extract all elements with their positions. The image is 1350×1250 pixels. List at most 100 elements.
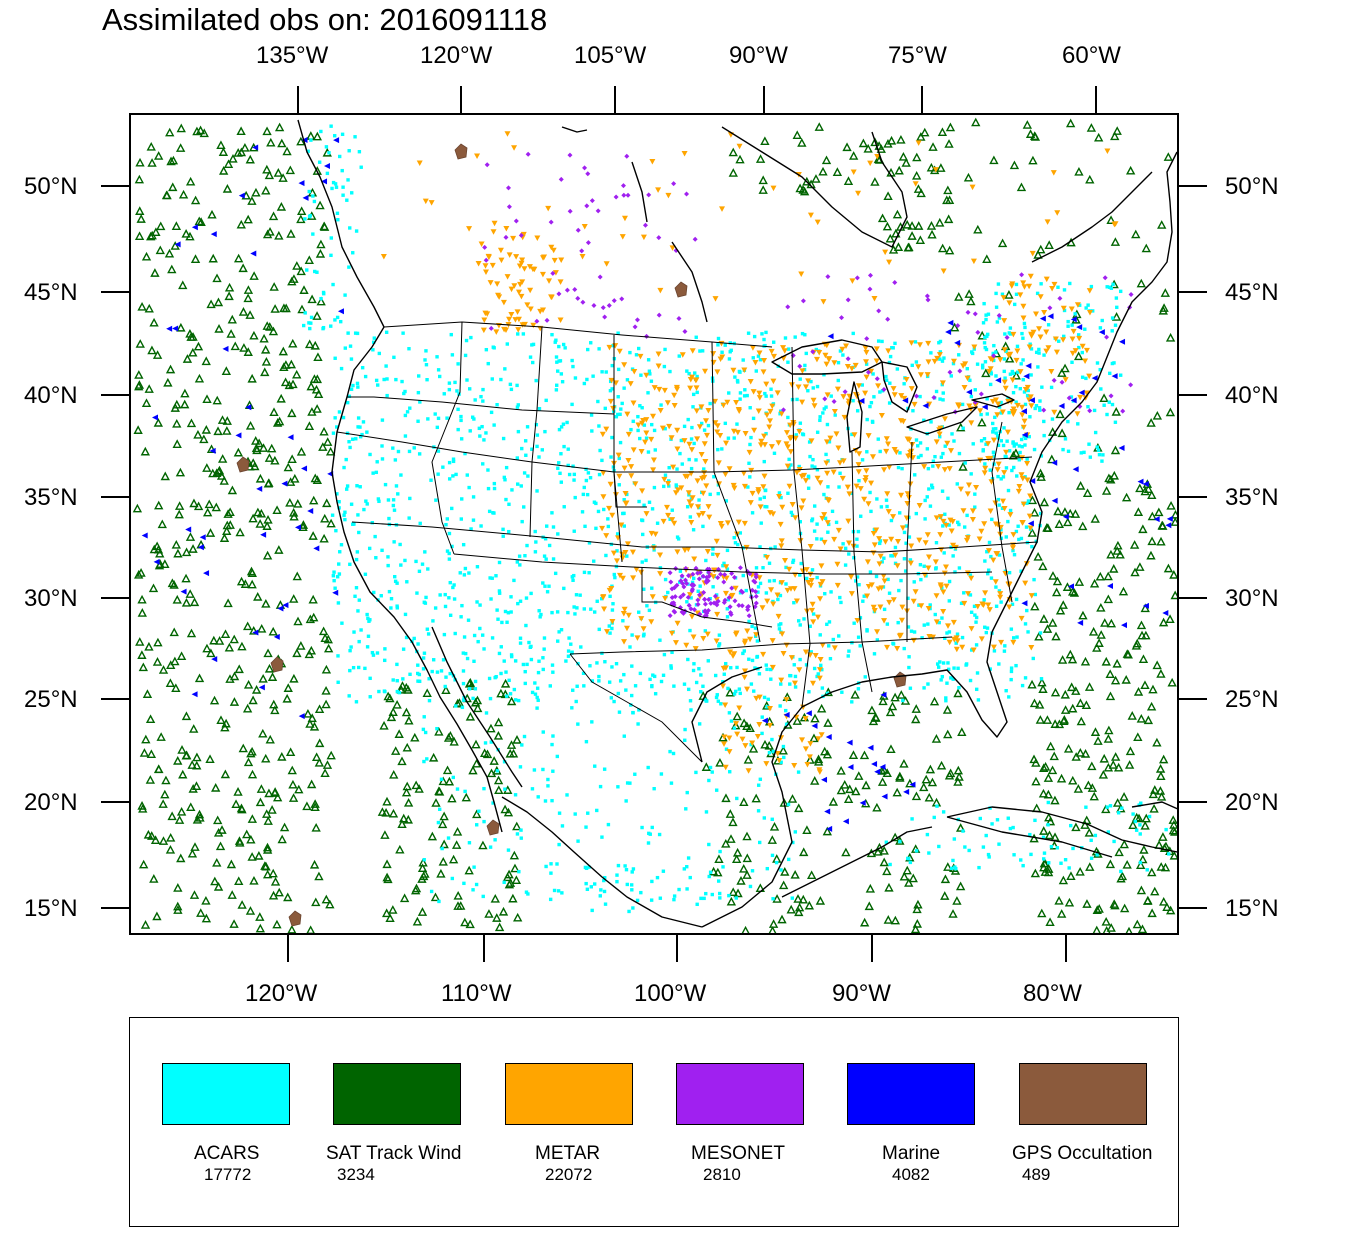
- acars-marker: [342, 513, 346, 517]
- acars-marker: [550, 610, 554, 615]
- metar-marker: [512, 317, 519, 323]
- metar-marker: [791, 680, 798, 687]
- acars-marker: [985, 550, 989, 554]
- acars-marker: [521, 662, 526, 667]
- metar-marker: [1062, 377, 1069, 383]
- acars-marker: [563, 346, 567, 350]
- acars-marker: [714, 788, 719, 792]
- sat-track-wind-marker: [154, 500, 164, 510]
- sat-track-wind-marker: [865, 883, 876, 893]
- mesonet-marker: [642, 222, 648, 228]
- sat-track-wind-marker: [1119, 792, 1129, 801]
- acars-marker: [1131, 812, 1135, 816]
- sat-track-wind-marker: [1084, 827, 1094, 837]
- acars-marker: [551, 769, 555, 773]
- acars-marker: [1095, 361, 1100, 365]
- acars-marker: [444, 675, 448, 679]
- acars-marker: [1083, 327, 1087, 331]
- acars-marker: [424, 363, 429, 367]
- acars-marker: [756, 809, 761, 813]
- metar-marker: [938, 584, 945, 590]
- acars-marker: [1037, 347, 1041, 352]
- gps-occultation-marker: [674, 281, 688, 298]
- marine-marker: [859, 799, 866, 806]
- metar-marker: [482, 269, 489, 275]
- acars-marker: [452, 597, 457, 601]
- marine-marker: [209, 447, 216, 454]
- acars-marker: [1057, 339, 1061, 343]
- sat-track-wind-marker: [769, 821, 780, 831]
- sat-track-wind-marker: [312, 131, 323, 141]
- sat-track-wind-marker: [1156, 791, 1167, 801]
- mesonet-marker: [702, 601, 708, 607]
- metar-marker: [625, 431, 632, 438]
- acars-marker: [968, 678, 973, 683]
- sat-track-wind-marker: [1132, 638, 1142, 648]
- acars-marker: [752, 334, 757, 339]
- marine-marker: [1078, 389, 1085, 396]
- mesonet-marker: [518, 232, 524, 238]
- sat-track-wind-marker: [953, 777, 963, 786]
- acars-marker: [625, 492, 629, 497]
- metar-marker: [727, 649, 734, 655]
- acars-marker: [612, 699, 616, 704]
- acars-marker: [935, 662, 940, 666]
- acars-marker: [455, 389, 459, 393]
- acars-marker: [936, 665, 941, 669]
- acars-marker: [524, 453, 528, 457]
- acars-marker: [827, 440, 832, 444]
- acars-marker: [573, 612, 577, 616]
- acars-marker: [636, 414, 640, 419]
- sat-track-wind-marker: [1039, 763, 1049, 772]
- acars-marker: [454, 472, 458, 477]
- sat-track-wind-marker: [284, 380, 294, 390]
- acars-marker: [935, 804, 939, 808]
- metar-marker: [985, 602, 992, 609]
- acars-marker: [401, 677, 405, 681]
- acars-marker: [938, 357, 942, 361]
- mesonet-marker: [671, 181, 677, 187]
- sat-track-wind-marker: [858, 138, 869, 148]
- metar-marker: [1019, 412, 1026, 418]
- metar-marker: [1086, 288, 1093, 294]
- acars-marker: [1099, 387, 1103, 391]
- metar-marker: [885, 348, 892, 354]
- acars-marker: [1038, 399, 1042, 403]
- metar-marker: [757, 504, 764, 510]
- acars-marker: [942, 551, 946, 555]
- sat-track-wind-marker: [141, 251, 152, 261]
- acars-marker: [343, 517, 347, 522]
- acars-marker: [1012, 465, 1016, 470]
- sat-track-wind-marker: [247, 579, 257, 589]
- mesonet-marker: [965, 309, 971, 315]
- sat-track-wind-marker: [280, 377, 291, 387]
- marine-marker: [909, 781, 916, 788]
- acars-marker: [401, 331, 405, 335]
- acars-marker: [536, 698, 540, 702]
- sat-track-wind-marker: [1123, 649, 1133, 659]
- metar-marker: [679, 352, 686, 358]
- acars-marker: [553, 571, 558, 576]
- acars-marker: [456, 407, 460, 412]
- metar-marker: [901, 395, 908, 402]
- sat-track-wind-marker: [149, 317, 159, 327]
- acars-marker: [685, 865, 689, 869]
- metar-marker: [1044, 219, 1051, 225]
- acars-marker: [636, 722, 640, 726]
- sat-track-wind-marker: [222, 426, 232, 435]
- acars-marker: [1023, 443, 1027, 447]
- acars-marker: [519, 828, 523, 832]
- acars-marker: [1019, 437, 1024, 442]
- acars-marker: [855, 575, 860, 579]
- sat-track-wind-marker: [233, 148, 243, 157]
- sat-track-wind-marker: [1125, 926, 1133, 933]
- acars-marker: [912, 630, 917, 634]
- acars-marker: [992, 343, 996, 348]
- acars-marker: [1015, 344, 1020, 349]
- acars-marker: [486, 361, 490, 366]
- sat-track-wind-marker: [715, 757, 725, 767]
- sat-track-wind-marker: [172, 594, 182, 604]
- metar-marker: [729, 592, 736, 599]
- acars-marker: [951, 858, 955, 863]
- sat-track-wind-marker: [908, 873, 918, 883]
